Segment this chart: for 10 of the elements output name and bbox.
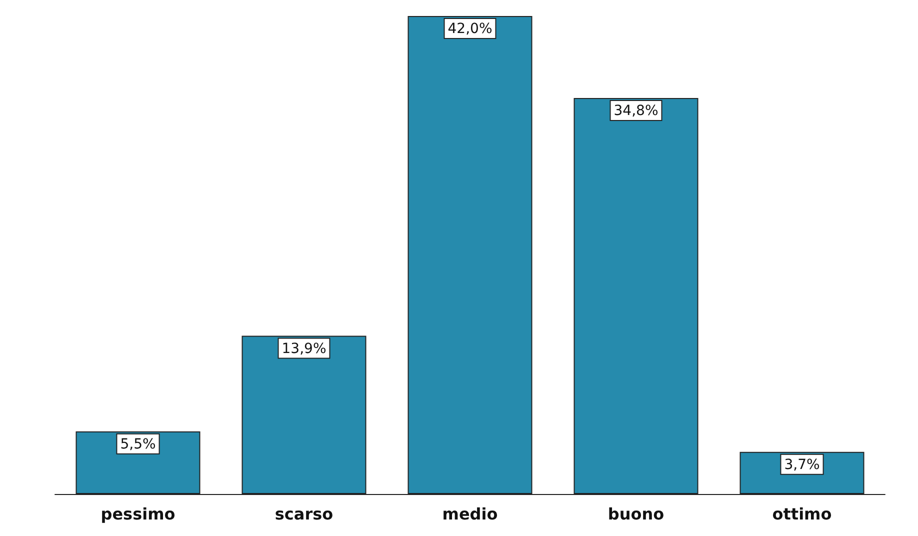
data-label: 13,9% xyxy=(282,340,326,357)
x-tick-label: ottimo xyxy=(772,504,832,524)
data-label: 34,8% xyxy=(614,102,658,119)
data-label: 42,0% xyxy=(448,21,492,37)
x-tick-label: buono xyxy=(608,504,664,524)
x-tick-label: pessimo xyxy=(100,504,176,524)
data-label: 5,5% xyxy=(120,436,156,452)
x-tick-label: medio xyxy=(442,504,498,524)
data-label: 3,7% xyxy=(784,456,820,473)
x-tick-label: scarso xyxy=(274,504,334,524)
